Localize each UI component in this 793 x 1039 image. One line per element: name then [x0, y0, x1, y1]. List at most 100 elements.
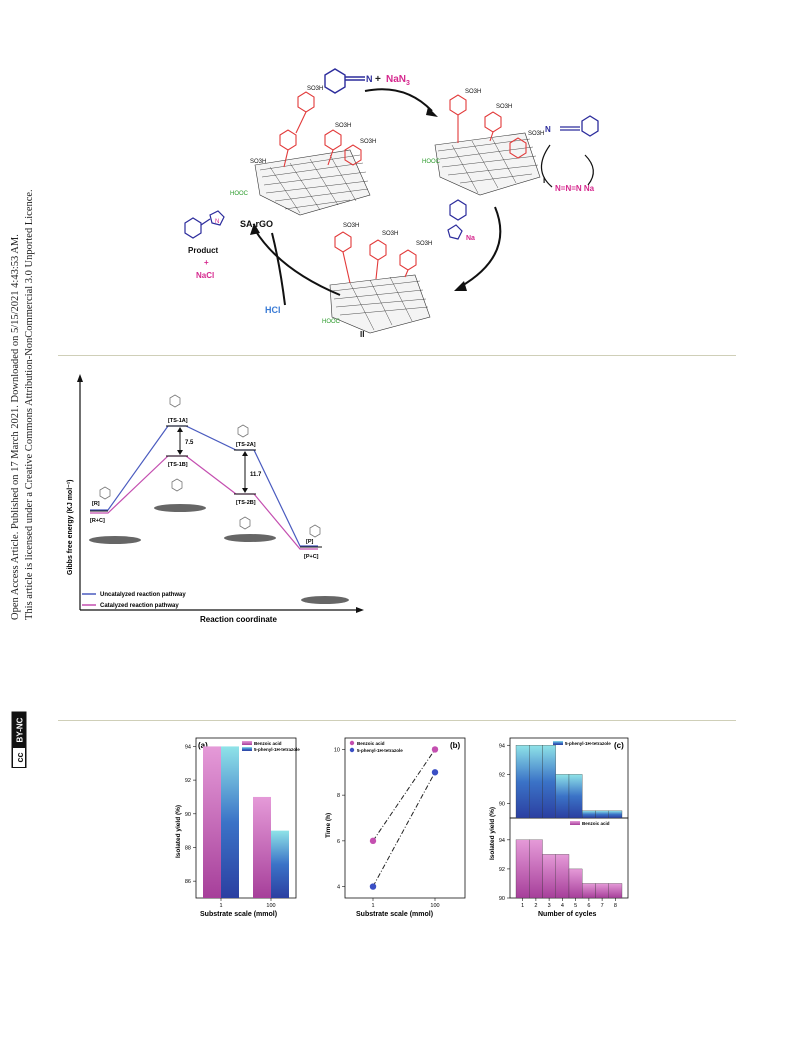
svg-text:Isolated yield (%): Isolated yield (%) — [175, 805, 182, 858]
svg-text:HOOC: HOOC — [230, 191, 249, 197]
bar-c-1-1 — [529, 839, 543, 899]
svg-text:Number of cycles: Number of cycles — [538, 911, 596, 918]
tick-a-y-3: 92 — [185, 778, 191, 784]
tick-c-y-0-1: 92 — [499, 772, 505, 778]
tick-c-x-7: 8 — [614, 903, 617, 909]
tick-c-x-5: 6 — [587, 903, 590, 909]
svg-text:SO3H: SO3H — [528, 131, 544, 137]
tick-b-y-2: 8 — [337, 793, 340, 799]
tick-a-x-0: 1 — [219, 903, 222, 909]
svg-text:+: + — [204, 258, 209, 267]
svg-text:[R+C]: [R+C] — [90, 518, 105, 524]
energy-xlabel: Reaction coordinate — [200, 615, 277, 624]
product-molecule — [184, 210, 225, 239]
intermediate-I: I — [543, 176, 545, 185]
svg-text:5-phenyl-1H-tetrazole: 5-phenyl-1H-tetrazole — [254, 747, 300, 752]
point-b-1-1 — [431, 769, 439, 776]
tick-a-y-0: 86 — [185, 879, 191, 885]
panel-b: (b) 1 100 4 6 8 10 Benzoic acid 5-phenyl-1H-t… — [325, 737, 466, 918]
svg-text:SO3H: SO3H — [496, 104, 512, 110]
svg-text:[P]: [P] — [306, 539, 314, 545]
svg-text:Substrate scale (mmol): Substrate scale (mmol) — [356, 911, 433, 918]
bar-c-1-2 — [542, 854, 556, 899]
svg-text:Isolated yield (%): Isolated yield (%) — [489, 807, 496, 860]
tick-b-x-1: 100 — [430, 903, 439, 909]
bar-c-1-4 — [568, 868, 583, 899]
svg-text:SO3H: SO3H — [307, 86, 323, 92]
svg-text:[TS-1B]: [TS-1B] — [168, 462, 188, 468]
catalyst-sheet-bottom: SO3H SO3H SO3H HOOC Na — [322, 199, 475, 334]
bar-c-0-6 — [595, 810, 609, 819]
molecule-icons — [89, 504, 349, 604]
tick-b-y-0: 4 — [337, 885, 340, 891]
tick-c-y-0-0: 90 — [499, 801, 505, 807]
arrow-left — [254, 229, 341, 296]
catalytic-cycle-scheme: N + NaN3 SO3H SO3H SO3H SO3H HOOC — [184, 68, 599, 339]
panel-a: (a) 1 100 86 88 90 92 94 Benzoic acid 5-phenyl… — [175, 737, 300, 918]
catalyst-sheet-right: SO3H SO3H SO3H HOOC N — [422, 89, 599, 196]
path-uncatalyzed — [90, 425, 318, 547]
nan3-label: NaN3 — [386, 74, 410, 87]
svg-text:N: N — [545, 125, 551, 134]
svg-text:Substrate scale (mmol): Substrate scale (mmol) — [200, 911, 277, 918]
arrow-hcl — [271, 232, 286, 306]
legend-uncatalyzed: Uncatalyzed reaction pathway — [100, 592, 186, 598]
svg-text:[TS-2A]: [TS-2A] — [236, 442, 256, 448]
divider-1 — [58, 355, 736, 356]
azide-label: N=N=N Na — [555, 184, 595, 193]
tick-b-x-0: 1 — [371, 903, 374, 909]
cc-badge[interactable]: cc BY-NC — [8, 628, 38, 768]
bar-a-0-0 — [203, 746, 221, 898]
svg-text:HOOC: HOOC — [422, 159, 441, 165]
cc-badge-left — [12, 747, 26, 768]
bar-c-0-2 — [542, 745, 556, 819]
line-b-0 — [372, 749, 436, 842]
bar-c-1-7 — [608, 883, 623, 899]
tick-c-x-0: 1 — [521, 903, 524, 909]
svg-text:[TS-2B]: [TS-2B] — [236, 500, 256, 506]
tick-a-y-1: 88 — [185, 845, 191, 851]
tick-c-x-1: 2 — [534, 903, 537, 909]
scheme-plus: + — [375, 74, 381, 85]
hcl-label: HCl — [265, 305, 281, 315]
path-catalyzed — [90, 455, 318, 550]
svg-text:Benzoic acid: Benzoic acid — [254, 741, 282, 746]
tick-a-y-2: 90 — [185, 812, 191, 818]
arrow-top — [364, 88, 433, 112]
bar-c-0-4 — [568, 774, 583, 819]
svg-text:5-phenyl-1H-tetrazole: 5-phenyl-1H-tetrazole — [357, 748, 403, 753]
bar-c-1-6 — [595, 883, 609, 899]
svg-text:SO3H: SO3H — [416, 241, 432, 247]
svg-text:SO3H: SO3H — [360, 139, 376, 145]
svg-text:SO3H: SO3H — [335, 123, 351, 129]
svg-text:[R]: [R] — [92, 501, 100, 507]
tick-c-y-1-1: 92 — [499, 867, 505, 873]
license-sidebar: Open Access Article. Published on 17 Mar… — [4, 110, 44, 768]
sidebar-line-2: This article is licensed under a Creativ… — [24, 189, 35, 620]
tick-a-y-4: 94 — [185, 744, 191, 750]
catalyst-sheet-left: SO3H SO3H SO3H SO3H HOOC — [230, 86, 376, 216]
tick-b-y-1: 6 — [337, 839, 340, 845]
catalyst-label: SA-rGO — [240, 219, 273, 229]
bar-c-0-1 — [529, 745, 543, 819]
svg-text:SO3H: SO3H — [250, 159, 266, 165]
bar-c-0-3 — [555, 774, 570, 819]
svg-text:HOOC: HOOC — [322, 319, 341, 325]
svg-text:Time (h): Time (h) — [325, 813, 332, 838]
tick-c-y-0-2: 94 — [499, 743, 505, 749]
bar-c-0-5 — [582, 810, 596, 819]
panel-c-tag: (c) — [614, 741, 624, 750]
tick-c-x-6: 7 — [601, 903, 604, 909]
bar-c-1-3 — [555, 854, 570, 899]
cc-badge-cc: cc — [15, 752, 25, 762]
legend-catalyzed: Catalyzed reaction pathway — [100, 603, 179, 609]
tick-c-x-2: 3 — [548, 903, 551, 909]
gap-1: 7.5 — [185, 440, 194, 446]
point-b-1-0 — [369, 883, 377, 890]
svg-text:[P+C]: [P+C] — [304, 554, 319, 560]
panel-a-tag: (a) — [198, 741, 208, 750]
bar-a-1-1 — [271, 830, 289, 898]
bar-c-1-0 — [515, 839, 530, 899]
tick-c-x-3: 4 — [561, 903, 564, 909]
